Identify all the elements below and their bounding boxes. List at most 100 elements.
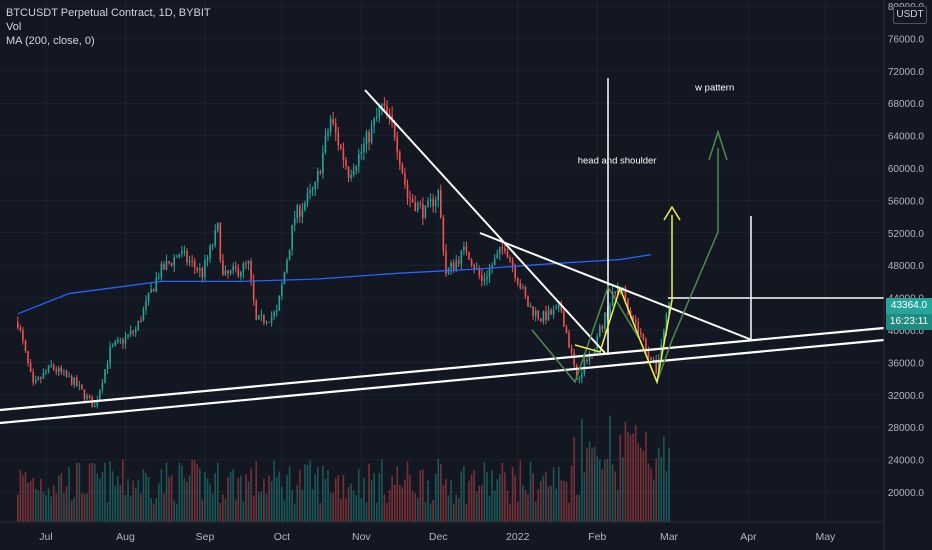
legend-ma[interactable]: MA (200, close, 0) xyxy=(6,35,95,47)
volume-bar xyxy=(88,463,91,522)
candle-body xyxy=(557,305,560,308)
volume-bar xyxy=(324,478,327,522)
candle-body xyxy=(293,218,296,226)
x-tick-label: Jul xyxy=(39,531,52,543)
candle-body xyxy=(329,119,332,132)
candle-body xyxy=(186,251,188,262)
volume-bar xyxy=(196,464,199,522)
candle-body xyxy=(188,261,191,263)
candle-body xyxy=(509,257,511,261)
candle-body xyxy=(224,270,227,275)
currency-button[interactable]: USDT xyxy=(893,6,927,24)
legend-symbol[interactable]: BTCUSDT Perpetual Contract, 1D, BYBIT xyxy=(6,7,211,19)
candle-body xyxy=(437,190,440,200)
volume-bar xyxy=(445,479,447,522)
volume-bar xyxy=(527,494,529,522)
volume-bar xyxy=(609,415,611,522)
volume-bar xyxy=(360,498,363,522)
annotation-head-and-shoulder: head and shoulder xyxy=(578,155,657,166)
candle-body xyxy=(163,264,165,270)
head-shoulder-arrowhead xyxy=(663,205,681,221)
candle-body xyxy=(37,377,40,380)
volume-bar xyxy=(173,500,175,522)
trend-drawings: head and shoulder w pattern xyxy=(0,78,885,425)
candle-body xyxy=(609,306,611,317)
volume-bar xyxy=(555,488,557,522)
candle-body xyxy=(581,373,583,379)
head-shoulder-path xyxy=(574,215,673,385)
candle-body xyxy=(614,291,616,294)
legend-volume[interactable]: Vol xyxy=(6,21,22,33)
candle-body xyxy=(93,405,96,408)
volume-bar xyxy=(78,463,81,522)
candle-body xyxy=(252,279,255,301)
volume-bar xyxy=(481,485,483,522)
volume-bar xyxy=(529,461,532,522)
candle-body xyxy=(296,205,299,219)
candle-body xyxy=(268,322,270,324)
volume-bar xyxy=(352,490,355,522)
volume-bar xyxy=(478,485,481,522)
volume-bar xyxy=(257,492,260,522)
candle-body xyxy=(58,367,60,372)
volume-bar xyxy=(204,471,206,522)
volume-bar xyxy=(134,487,137,522)
chart-legend: BTCUSDT Perpetual Contract, 1D, BYBIT Vo… xyxy=(6,6,211,48)
volume-bar xyxy=(422,469,424,522)
candle-body xyxy=(409,197,411,200)
candle-body xyxy=(627,298,629,311)
volume-bar xyxy=(624,421,627,522)
volume-bar xyxy=(278,471,281,522)
candle-body xyxy=(442,217,445,252)
candle-body xyxy=(99,390,101,401)
candle-body xyxy=(550,309,552,315)
candle-body xyxy=(47,365,50,372)
volume-bar xyxy=(511,467,514,522)
volume-bar xyxy=(447,495,450,522)
volume-bar xyxy=(232,469,234,522)
volume-bar xyxy=(547,486,550,522)
candle-body xyxy=(645,339,647,351)
volume-bar xyxy=(86,493,88,522)
candle-body xyxy=(632,315,634,321)
volume-bar xyxy=(129,495,132,522)
volume-bar xyxy=(70,500,73,522)
candle-body xyxy=(383,103,386,106)
candle-body xyxy=(381,103,383,109)
y-tick-label: 32000.0 xyxy=(888,391,925,402)
candle-body xyxy=(301,209,304,217)
ma-200-line xyxy=(17,254,652,315)
volume-bar xyxy=(416,497,419,522)
candle-body xyxy=(63,371,65,373)
candle-body xyxy=(511,260,514,267)
candle-body xyxy=(34,379,37,383)
volume-bar xyxy=(642,450,645,522)
candle-body xyxy=(411,199,414,203)
volume-bar xyxy=(452,503,455,522)
volume-bar xyxy=(306,464,309,522)
volume-bar xyxy=(150,497,152,522)
candle-body xyxy=(29,363,32,372)
candle-body xyxy=(593,349,596,356)
volume-bar xyxy=(37,490,40,522)
volume-bar xyxy=(342,475,345,522)
candle-body xyxy=(111,345,114,347)
y-tick-label: 72000.0 xyxy=(888,67,925,78)
candle-body xyxy=(247,261,250,264)
candle-body xyxy=(83,389,86,399)
candle-body xyxy=(96,400,99,406)
volume-bar xyxy=(604,459,606,522)
volume-bars xyxy=(16,415,670,522)
candle-body xyxy=(106,363,109,370)
x-tick-label: Sep xyxy=(196,531,215,543)
candle-body xyxy=(427,200,429,206)
volume-bar xyxy=(516,501,519,522)
volume-bar xyxy=(629,434,632,522)
candle-body xyxy=(250,261,252,280)
volume-bar xyxy=(509,503,511,522)
volume-bar xyxy=(650,468,652,522)
volume-bar xyxy=(645,431,647,522)
candle-body xyxy=(173,257,175,266)
volume-bar xyxy=(465,503,468,522)
